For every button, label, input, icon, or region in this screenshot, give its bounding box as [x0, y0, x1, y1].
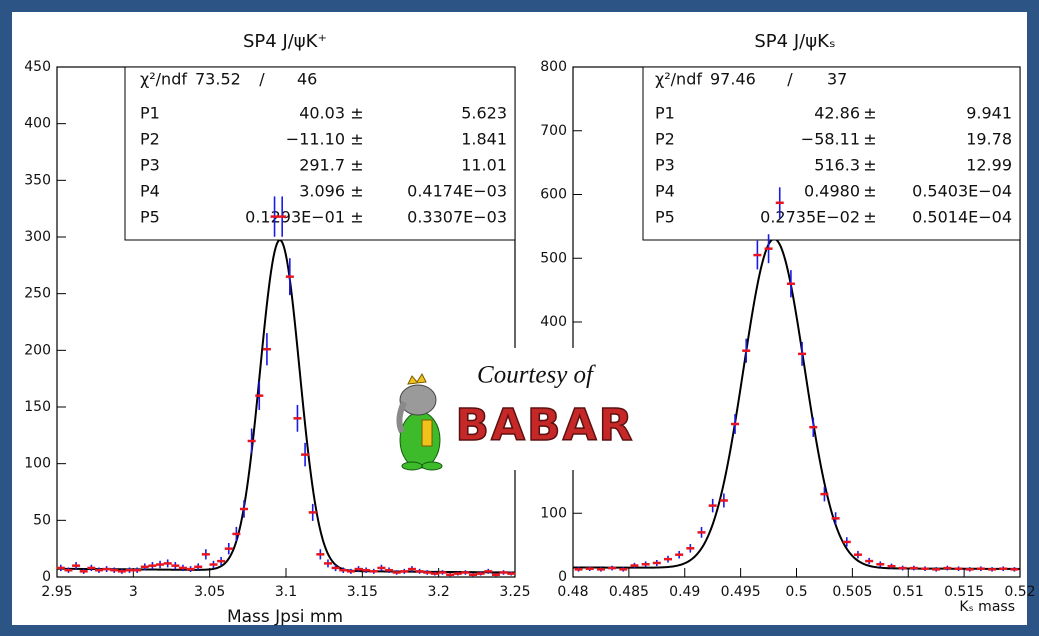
logo-caption: Courtesy of: [477, 362, 596, 389]
y-tick-label: 800: [540, 59, 567, 75]
stats-param-error: 19.78: [966, 130, 1012, 149]
stats-param-value: 0.1293E−01: [245, 208, 345, 227]
stats-param-value: 291.7: [299, 156, 345, 175]
stats-chi2-label: χ²/ndf: [655, 70, 702, 89]
stats-param-value: 516.3: [814, 156, 860, 175]
x-tick-label: 2.95: [41, 584, 72, 600]
y-tick-label: 700: [540, 123, 567, 139]
stats-box: [124, 66, 516, 241]
stats-param-name: P3: [140, 156, 160, 175]
y-tick-label: 500: [540, 250, 567, 266]
x-tick-label: 0.515: [944, 584, 984, 600]
stats-param-error: 0.3307E−03: [407, 208, 507, 227]
stats-param-value: 0.4980: [804, 182, 860, 201]
y-tick-label: 400: [24, 116, 51, 132]
plots: SP4 J/ψK⁺ Mass Jpsi mm 0 50 100 150 200 250 300 3…: [24, 31, 1035, 627]
stats-param-error: 0.5014E−04: [912, 208, 1012, 227]
stats-ndf: 37: [827, 70, 847, 89]
y-tick-label: 600: [540, 187, 567, 203]
x-tick-label: 0.505: [832, 584, 872, 600]
stats-param-error: 0.5403E−04: [912, 182, 1012, 201]
x-tick-label: 0.49: [669, 584, 700, 600]
stats-param-error: 5.623: [461, 104, 507, 123]
stats-separator: /: [787, 70, 793, 89]
y-tick-label: 0: [42, 569, 51, 585]
chart-title: SP4 J/ψK⁺: [243, 31, 327, 52]
stats-param-error: 12.99: [966, 156, 1012, 175]
stats-plus-minus: ±: [350, 156, 363, 175]
stats-param-error: 1.841: [461, 130, 507, 149]
x-tick-label: 3.2: [428, 584, 450, 600]
stats-plus-minus: ±: [863, 182, 876, 201]
stats-plus-minus: ±: [863, 104, 876, 123]
x-tick-label: 3.15: [347, 584, 378, 600]
y-tick-label: 450: [24, 59, 51, 75]
x-tick-label: 0.495: [721, 584, 761, 600]
stats-param-value: 42.86: [814, 104, 860, 123]
x-tick-label: 3: [129, 584, 138, 600]
stats-chi2: 97.46: [710, 70, 756, 89]
stats-param-value: 3.096: [299, 182, 345, 201]
x-tick-label: 3.25: [499, 584, 530, 600]
y-tick-label: 150: [24, 399, 51, 415]
stats-param-name: P1: [140, 104, 160, 123]
x-tick-label: 3.1: [275, 584, 297, 600]
stats-param-value: 0.2735E−02: [760, 208, 860, 227]
stats-param-name: P4: [655, 182, 675, 201]
x-axis-label: Kₛ mass: [959, 599, 1015, 615]
stats-chi2: 73.52: [195, 70, 241, 89]
x-tick-label: 0.48: [557, 584, 588, 600]
stats-param-name: P5: [655, 208, 675, 227]
stats-param-name: P4: [140, 182, 160, 201]
stats-plus-minus: ±: [350, 130, 363, 149]
stats-plus-minus: ±: [863, 208, 876, 227]
stats-param-error: 11.01: [461, 156, 507, 175]
y-tick-label: 300: [24, 229, 51, 245]
stats-ndf: 46: [297, 70, 317, 89]
logo-name: BABAR: [455, 400, 634, 451]
x-tick-label: 3.05: [194, 584, 225, 600]
y-tick-label: 100: [540, 505, 567, 521]
stats-box: [642, 66, 1021, 241]
x-tick-label: 0.51: [893, 584, 924, 600]
stats-param-value: −11.10: [286, 130, 345, 149]
x-tick-label: 0.52: [1004, 584, 1035, 600]
y-tick-label: 50: [33, 512, 51, 528]
x-tick-label: 0.485: [609, 584, 649, 600]
stats-plus-minus: ±: [350, 208, 363, 227]
stats-param-name: P3: [655, 156, 675, 175]
stats-param-error: 9.941: [966, 104, 1012, 123]
stats-param-name: P2: [140, 130, 160, 149]
y-tick-label: 350: [24, 172, 51, 188]
x-axis-label: Mass Jpsi mm: [227, 607, 343, 627]
stats-plus-minus: ±: [863, 156, 876, 175]
stats-plus-minus: ±: [350, 104, 363, 123]
y-tick-label: 250: [24, 286, 51, 302]
logo: Courtesy of BABAR: [386, 348, 644, 471]
y-tick-label: 100: [24, 456, 51, 472]
y-tick-label: 400: [540, 314, 567, 330]
stats-param-name: P1: [655, 104, 675, 123]
elephant-icon: [396, 372, 443, 471]
chart-title: SP4 J/ψKₛ: [754, 31, 835, 52]
stats-param-error: 0.4174E−03: [407, 182, 507, 201]
stats-param-value: 40.03: [299, 104, 345, 123]
stats-param-name: P5: [140, 208, 160, 227]
stats-param-value: −58.11: [801, 130, 860, 149]
y-tick-label: 200: [24, 342, 51, 358]
stats-plus-minus: ±: [350, 182, 363, 201]
stats-separator: /: [259, 70, 265, 89]
stats-chi2-label: χ²/ndf: [140, 70, 187, 89]
x-tick-label: 0.5: [785, 584, 807, 600]
stats-param-name: P2: [655, 130, 675, 149]
stats-plus-minus: ±: [863, 130, 876, 149]
y-tick-label: 0: [558, 569, 567, 585]
